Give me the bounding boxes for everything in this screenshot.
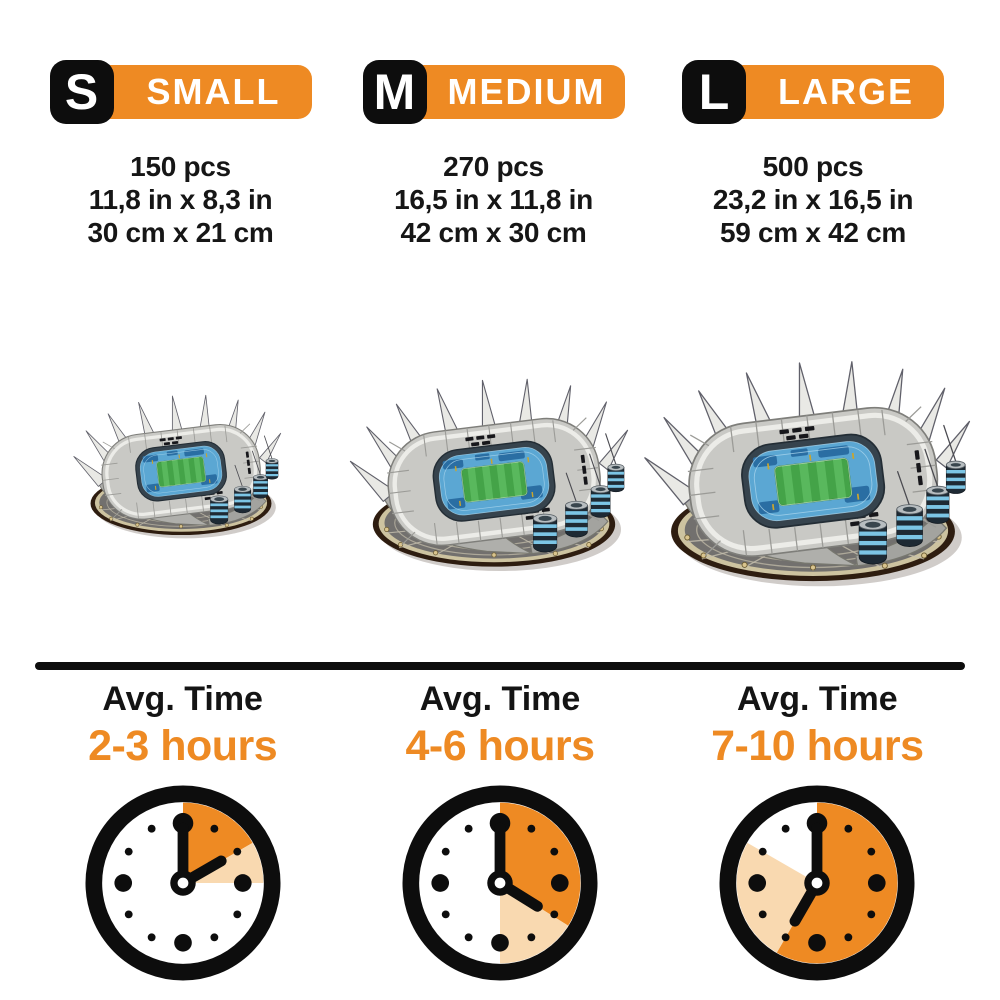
dimensions-inches: 11,8 in x 8,3 in — [88, 184, 273, 215]
avg-time-label: Avg. Time — [419, 680, 581, 718]
size-letter: L — [698, 64, 730, 120]
size-label-pill: LARGE — [722, 65, 944, 119]
size-letter: S — [64, 64, 99, 120]
size-specs: 270 pcs 16,5 in x 11,8 in 42 cm x 30 cm — [394, 150, 593, 250]
avg-time-value: 4-6 hours — [405, 722, 595, 770]
avg-time-value: 7-10 hours — [711, 722, 924, 770]
clock-icon — [402, 785, 598, 981]
dimensions-cm: 42 cm x 30 cm — [400, 217, 587, 248]
clock-icon — [719, 785, 915, 981]
size-specs: 150 pcs 11,8 in x 8,3 in 30 cm x 21 cm — [87, 150, 273, 250]
size-column-medium: M MEDIUM 270 pcs 16,5 in x 11,8 in 42 cm… — [329, 60, 658, 608]
avg-time-label: Avg. Time — [737, 680, 898, 718]
size-label: MEDIUM — [447, 71, 606, 112]
size-letter: M — [373, 64, 416, 120]
stadium-image-small — [72, 250, 290, 608]
stadium-3d-puzzle-illustration — [348, 371, 640, 590]
size-label-pill: SMALL — [89, 65, 312, 119]
size-label-pill: MEDIUM — [402, 65, 625, 119]
pieces-count: 500 pcs — [762, 151, 864, 182]
size-column-small: S SMALL 150 pcs 11,8 in x 8,3 in 30 cm x… — [16, 60, 345, 608]
stadium-image-medium — [348, 250, 640, 608]
dimensions-cm: 30 cm x 21 cm — [87, 217, 274, 248]
dimensions-inches: 23,2 in x 16,5 in — [712, 184, 914, 215]
size-letter-badge: L — [682, 60, 746, 124]
size-columns: S SMALL 150 pcs 11,8 in x 8,3 in 30 cm x… — [0, 60, 1000, 608]
avg-time-small: Avg. Time 2-3 hours — [16, 680, 349, 981]
stadium-3d-puzzle-illustration — [72, 389, 290, 553]
avg-time-row: Avg. Time 2-3 hours Avg. Time 4-6 hours … — [0, 680, 1000, 981]
avg-time-value: 2-3 hours — [88, 722, 278, 770]
stadium-3d-puzzle-illustration — [642, 352, 984, 609]
pieces-count: 270 pcs — [443, 151, 544, 182]
avg-time-label: Avg. Time — [102, 680, 263, 718]
size-badge-large: L LARGE — [682, 60, 944, 124]
avg-time-medium: Avg. Time 4-6 hours — [333, 680, 666, 981]
size-label: SMALL — [146, 71, 281, 112]
size-letter-badge: S — [49, 60, 114, 124]
size-letter-badge: M — [362, 60, 427, 124]
dimensions-inches: 16,5 in x 11,8 in — [394, 184, 593, 215]
clock-icon — [85, 785, 281, 981]
pieces-count: 150 pcs — [130, 151, 231, 182]
dimensions-cm: 59 cm x 42 cm — [719, 217, 906, 248]
size-column-large: L LARGE 500 pcs 23,2 in x 16,5 in 59 cm … — [642, 60, 984, 608]
stadium-image-large — [642, 250, 984, 608]
size-badge-small: S SMALL — [49, 60, 312, 124]
size-label: LARGE — [778, 71, 914, 112]
size-specs: 500 pcs 23,2 in x 16,5 in 59 cm x 42 cm — [712, 150, 914, 250]
size-badge-medium: M MEDIUM — [362, 60, 625, 124]
avg-time-large: Avg. Time 7-10 hours — [651, 680, 984, 981]
divider-line — [35, 662, 965, 670]
